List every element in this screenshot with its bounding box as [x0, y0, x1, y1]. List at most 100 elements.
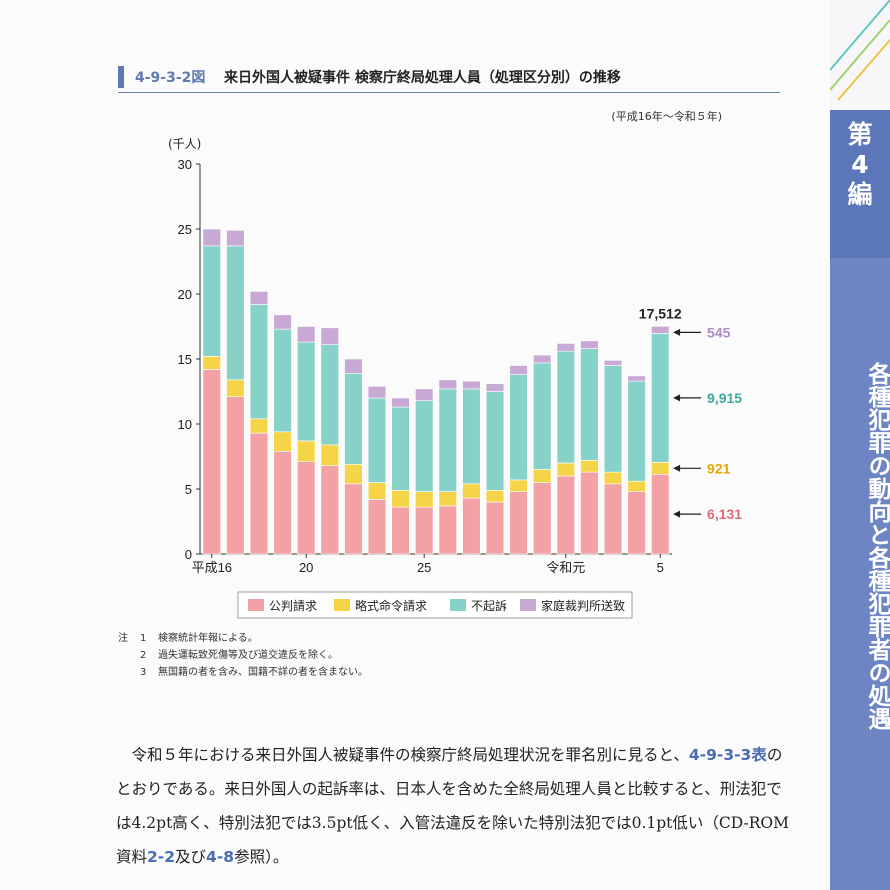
volume-band — [830, 110, 890, 258]
cdrom-reference-link[interactable]: 4-8 — [206, 848, 235, 866]
body-text: 参照）。 — [234, 848, 289, 866]
bar-segment — [226, 379, 245, 398]
bar-segment — [391, 489, 410, 508]
note-text: 検察統計年報による。 — [158, 633, 258, 644]
bar-segment — [273, 431, 292, 452]
bar-segment — [509, 365, 528, 375]
bar-segment — [462, 388, 481, 485]
bar-segment — [627, 480, 646, 492]
note-number: 1 — [140, 633, 147, 644]
bar-segment — [344, 463, 363, 485]
bar-segment — [226, 245, 245, 381]
legend-swatch — [248, 599, 264, 611]
chapter-label: 各種犯罪の動向と各種犯罪者の処遇 — [864, 362, 890, 730]
bar-segment — [320, 444, 339, 466]
page: 4-9-3-2図 来日外国人被疑事件 検察庁終局処理人員（処理区分別）の推移 (… — [116, 66, 789, 866]
bar-segment — [249, 418, 269, 434]
note-number: 2 — [140, 650, 147, 661]
bar-segment — [603, 483, 623, 555]
bar-segment — [651, 333, 670, 463]
figure-marker — [118, 66, 124, 88]
bar-segment — [556, 475, 575, 555]
bar-segment — [603, 365, 623, 473]
chapter-band — [830, 258, 890, 890]
note-text: 無国籍の者を含み、国籍不詳の者を含まない。 — [158, 667, 368, 678]
y-tick-label: 15 — [178, 352, 192, 367]
bar-segment — [627, 380, 646, 482]
bar-segment — [533, 482, 552, 555]
bar-segment — [603, 360, 623, 366]
bar-segment — [367, 499, 387, 555]
figure-number: 4-9-3-2図 — [135, 70, 206, 86]
bar-segment — [391, 397, 410, 408]
bar-segment — [249, 291, 269, 305]
bar-segment — [580, 340, 599, 349]
bar-segment — [651, 326, 670, 334]
bar-segment — [509, 374, 528, 481]
annotation-arrowhead — [673, 464, 681, 472]
y-tick-label: 30 — [178, 157, 192, 172]
bar-segment — [202, 245, 221, 357]
body-text: 令和５年における来日外国人被疑事件の検察庁終局処理状況を罪名別に見ると、 — [131, 746, 689, 764]
bar-segment — [627, 375, 646, 382]
legend-swatch — [520, 599, 536, 611]
bar-segment — [580, 460, 599, 473]
legend-box — [237, 591, 633, 619]
bar-segment — [415, 491, 434, 508]
bar-segment — [556, 343, 575, 352]
bar-segment — [415, 388, 434, 401]
bar-segment — [320, 465, 339, 555]
x-tick-label: 平成16 — [192, 560, 232, 575]
bar-segment — [627, 491, 646, 555]
bar-segment — [509, 479, 528, 492]
bar-segment — [273, 314, 292, 330]
bar-segment — [462, 483, 481, 499]
bar-segment — [556, 350, 575, 464]
x-tick-label: 令和元 — [546, 560, 585, 575]
bar-segment — [297, 326, 316, 343]
bar-segment — [367, 397, 387, 483]
note-2: 2 過失運転致死傷等及び道交違反を除く。 — [118, 647, 368, 664]
table-reference-link[interactable]: 4-9-3-3表 — [688, 746, 767, 764]
bar-segment — [391, 406, 410, 491]
bar-segment — [580, 348, 599, 461]
bar-segment — [249, 304, 269, 420]
y-tick-label: 10 — [178, 417, 192, 432]
legend-label: 略式命令請求 — [355, 598, 427, 613]
y-tick-label: 5 — [185, 482, 192, 497]
figure-notes: 注 1 検察統計年報による。 2 過失運転致死傷等及び道交違反を除く。 3 無国… — [118, 630, 368, 681]
bar-segment — [438, 505, 457, 555]
bar-segment — [344, 373, 363, 465]
series-value-label: 9,915 — [707, 390, 742, 406]
bar-segment — [367, 385, 387, 399]
bar-segment — [651, 473, 670, 555]
y-tick-label: 25 — [178, 222, 192, 237]
bar-segment — [533, 362, 552, 470]
bar-segment — [320, 344, 339, 446]
bar-segment — [580, 471, 599, 555]
bar-segment — [651, 462, 670, 475]
cdrom-reference-link[interactable]: 2-2 — [147, 848, 176, 866]
bar-segment — [367, 482, 387, 500]
body-text: 及び — [175, 848, 207, 866]
bar-segment — [485, 489, 505, 503]
bar-segment — [202, 356, 221, 370]
bar-segment — [297, 341, 316, 442]
bar-segment — [462, 380, 481, 390]
bar-segment — [415, 506, 434, 555]
bar-segment — [320, 327, 339, 346]
bar-segment — [462, 497, 481, 555]
stacked-bar-chart: 0 5 10 15 20 25 30 (千人) 平成16 20 25 令和元 5 17,512 545 9,9… — [168, 137, 742, 619]
total-label: 17,512 — [639, 305, 682, 321]
bar-segment — [202, 369, 221, 555]
bar-segment — [415, 400, 434, 492]
note-text: 過失運転致死傷等及び道交違反を除く。 — [158, 650, 338, 661]
bar-segment — [509, 491, 528, 555]
x-tick-label: 20 — [299, 560, 313, 575]
bar-segment — [391, 506, 410, 555]
side-tab: 第4編 各種犯罪の動向と各種犯罪者の処遇 — [830, 0, 890, 890]
bar-segment — [249, 432, 269, 555]
bar-segment — [533, 469, 552, 483]
series-value-label: 6,131 — [707, 506, 742, 522]
note-lead: 注 — [118, 633, 128, 644]
